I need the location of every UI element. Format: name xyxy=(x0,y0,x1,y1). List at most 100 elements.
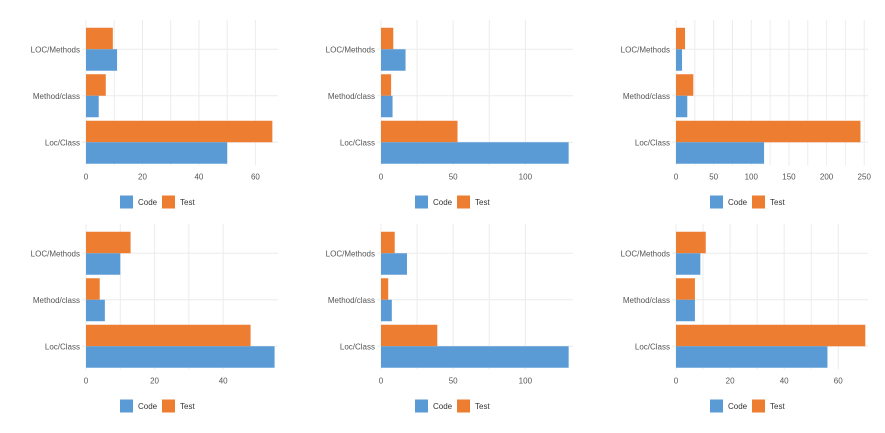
bar-test xyxy=(86,324,251,347)
chart-panel-1: LOC/Methods Method/class Loc/Class 0 20 40 60 C… xyxy=(0,0,295,216)
bar-code xyxy=(86,95,99,118)
bar-test xyxy=(86,74,106,96)
bar-code xyxy=(381,253,407,275)
legend-label-code: Code xyxy=(433,198,453,207)
legend-label-test: Test xyxy=(475,198,490,207)
bar-test xyxy=(676,74,694,96)
legend-swatch-test xyxy=(162,399,175,413)
chart-svg: LOC/Methods Method/class Loc/Class 0 20 40 Cod… xyxy=(31,224,278,413)
category-label: LOC/Methods xyxy=(326,249,375,258)
x-tick-label: 40 xyxy=(219,377,228,386)
x-tick-label: 20 xyxy=(150,377,159,386)
category-label: Method/class xyxy=(33,92,80,101)
bar-test xyxy=(86,120,273,143)
x-tick-label: 0 xyxy=(84,173,89,182)
bar-test xyxy=(676,231,706,254)
bar-code xyxy=(676,299,695,322)
legend-label-test: Test xyxy=(180,198,195,207)
chart-panel-2: LOC/Methods Method/class Loc/Class 0 50 100 Co… xyxy=(295,0,590,216)
chart-panel-4: LOC/Methods Method/class Loc/Class 0 20 40 Cod… xyxy=(0,204,295,420)
legend-swatch-test xyxy=(752,399,765,413)
category-label: Loc/Class xyxy=(45,138,80,147)
category-label: Method/class xyxy=(328,296,375,305)
legend-swatch-test xyxy=(752,195,765,209)
chart-svg: LOC/Methods Method/class Loc/Class 0 50 100 15… xyxy=(621,20,872,209)
category-label: Method/class xyxy=(328,92,375,101)
x-tick-label: 60 xyxy=(251,173,260,182)
legend-label-code: Code xyxy=(138,402,158,411)
bar-test xyxy=(676,278,695,300)
x-tick-label: 150 xyxy=(782,173,796,182)
x-tick-label: 50 xyxy=(449,377,458,386)
x-tick-label: 100 xyxy=(519,173,533,182)
bar-test xyxy=(86,231,131,254)
bar-code xyxy=(676,142,765,164)
category-label: Loc/Class xyxy=(635,342,670,351)
bar-test xyxy=(381,278,389,300)
x-tick-label: 20 xyxy=(138,173,147,182)
bar-code xyxy=(676,95,688,118)
x-tick-label: 40 xyxy=(194,173,203,182)
chart-svg: LOC/Methods Method/class Loc/Class 0 20 40 60 C… xyxy=(31,20,278,209)
bar-test xyxy=(381,74,392,96)
bar-test xyxy=(86,27,113,50)
category-label: Loc/Class xyxy=(45,342,80,351)
chart-panel-5: LOC/Methods Method/class Loc/Class 0 50 100 Co… xyxy=(295,204,590,420)
category-label: Method/class xyxy=(33,296,80,305)
legend-swatch-test xyxy=(457,195,470,209)
bar-test xyxy=(676,27,686,50)
legend-label-test: Test xyxy=(770,198,785,207)
x-tick-label: 100 xyxy=(519,377,533,386)
category-label: Loc/Class xyxy=(635,138,670,147)
legend-swatch-code xyxy=(415,195,428,209)
bar-test xyxy=(381,27,394,50)
bar-test xyxy=(381,120,458,143)
bar-code xyxy=(86,346,275,368)
category-label: LOC/Methods xyxy=(621,45,670,54)
chart-panel-3: LOC/Methods Method/class Loc/Class 0 50 100 15… xyxy=(590,0,885,216)
category-label: Loc/Class xyxy=(340,138,375,147)
bar-code xyxy=(86,142,228,164)
x-tick-label: 0 xyxy=(379,377,384,386)
chart-panel-6: LOC/Methods Method/class Loc/Class 0 20 40 60 C… xyxy=(590,204,885,420)
legend-label-test: Test xyxy=(180,402,195,411)
bar-test xyxy=(381,231,395,254)
legend-swatch-code xyxy=(710,195,723,209)
bar-code xyxy=(86,49,118,71)
bar-code xyxy=(676,253,701,275)
x-tick-label: 60 xyxy=(834,377,843,386)
category-label: Loc/Class xyxy=(340,342,375,351)
bar-code xyxy=(676,346,828,368)
legend-swatch-test xyxy=(457,399,470,413)
category-label: LOC/Methods xyxy=(31,249,80,258)
x-tick-label: 250 xyxy=(858,173,872,182)
bar-test xyxy=(381,324,438,347)
x-tick-label: 0 xyxy=(674,173,679,182)
chart-svg: LOC/Methods Method/class Loc/Class 0 20 40 60 C… xyxy=(621,224,868,413)
legend-swatch-code xyxy=(120,399,133,413)
x-tick-label: 50 xyxy=(449,173,458,182)
bar-code xyxy=(676,49,683,71)
legend-swatch-code xyxy=(415,399,428,413)
x-tick-label: 0 xyxy=(379,173,384,182)
x-tick-label: 0 xyxy=(84,377,89,386)
legend-label-test: Test xyxy=(770,402,785,411)
legend-label-code: Code xyxy=(433,402,453,411)
chart-svg: LOC/Methods Method/class Loc/Class 0 50 100 Co… xyxy=(326,20,573,209)
bar-code xyxy=(381,95,393,118)
x-tick-label: 50 xyxy=(709,173,718,182)
legend-label-code: Code xyxy=(728,402,748,411)
category-label: Method/class xyxy=(623,296,670,305)
bar-code xyxy=(381,142,569,164)
x-tick-label: 200 xyxy=(820,173,834,182)
legend-label-code: Code xyxy=(728,198,748,207)
category-label: LOC/Methods xyxy=(621,249,670,258)
bar-code xyxy=(381,346,569,368)
x-tick-label: 20 xyxy=(726,377,735,386)
category-label: LOC/Methods xyxy=(326,45,375,54)
bar-test xyxy=(676,120,861,143)
legend-swatch-code xyxy=(710,399,723,413)
category-label: LOC/Methods xyxy=(31,45,80,54)
x-tick-label: 40 xyxy=(780,377,789,386)
